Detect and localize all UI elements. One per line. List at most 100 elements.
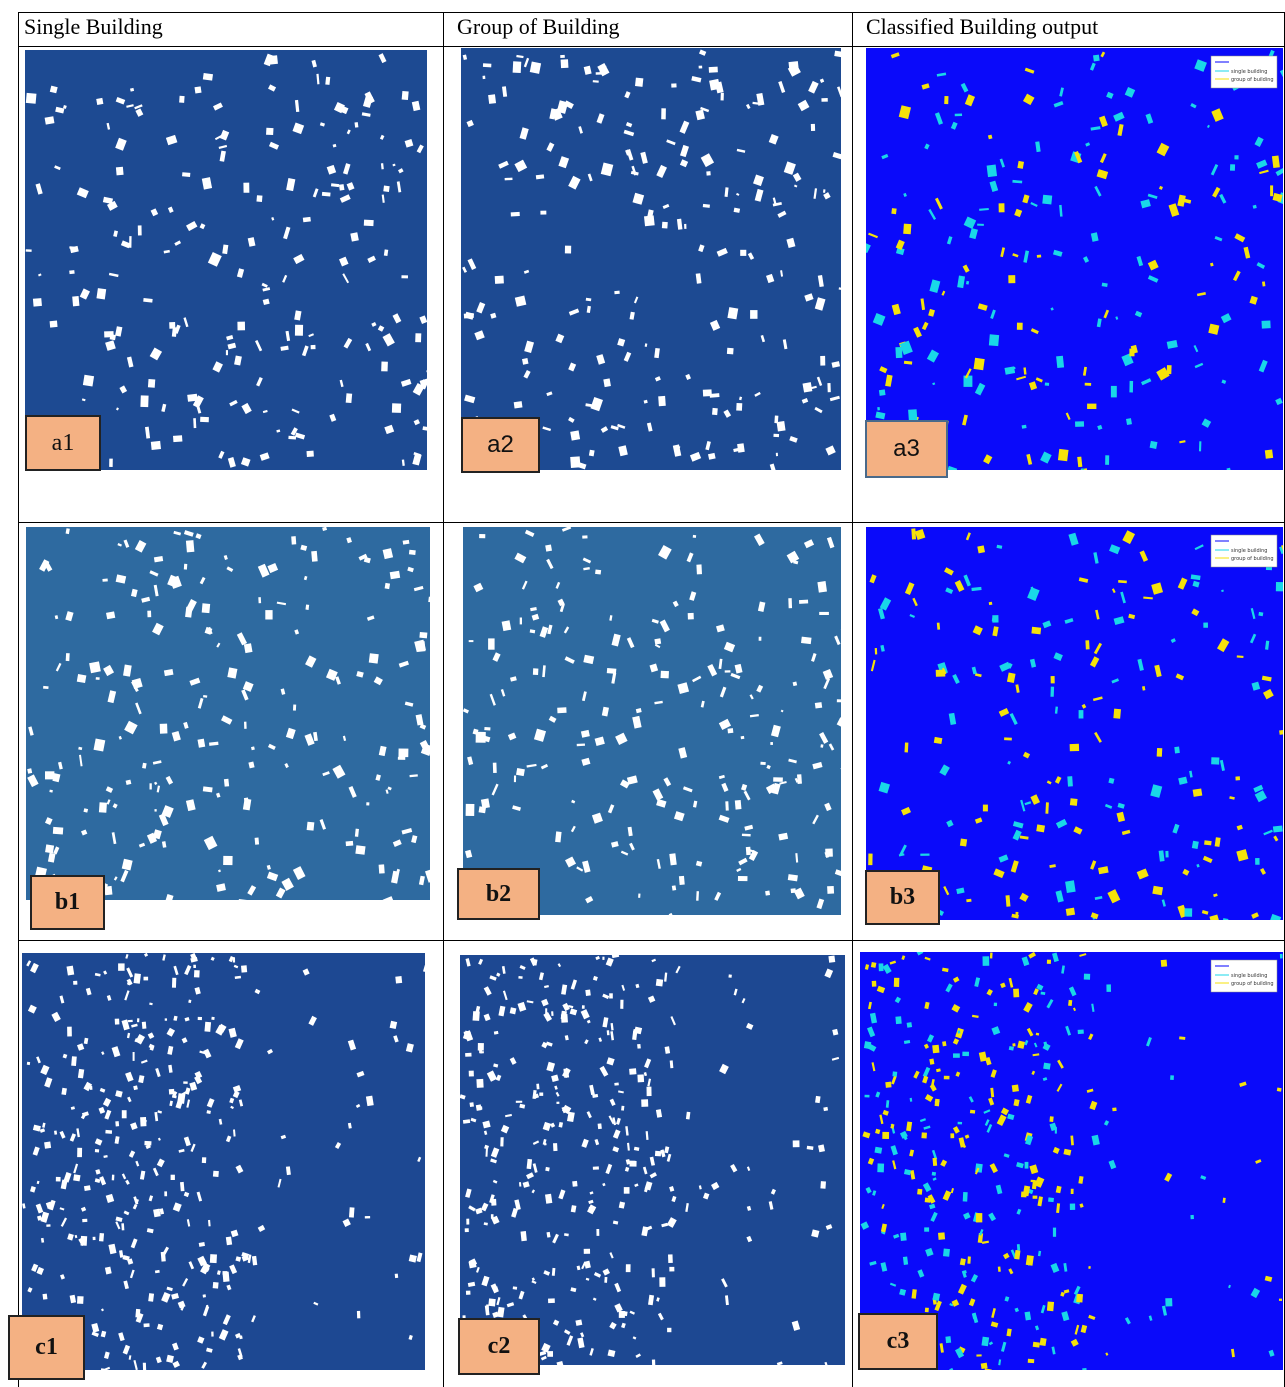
building-patch	[879, 963, 884, 971]
building-map	[25, 50, 427, 470]
building-patch	[977, 224, 984, 226]
building-patch	[823, 1107, 828, 1111]
building-patch	[596, 1229, 599, 1236]
building-patch	[213, 1171, 219, 1177]
building-patch	[102, 579, 107, 582]
panel-label: c3	[858, 1313, 938, 1370]
building-patch	[470, 1102, 474, 1107]
building-patch	[1068, 1000, 1072, 1006]
building-patch	[894, 978, 900, 987]
building-patch	[1174, 747, 1180, 754]
map-background	[463, 527, 841, 915]
building-patch	[944, 96, 948, 104]
building-patch	[777, 421, 786, 431]
building-patch	[383, 186, 389, 192]
building-patch	[66, 653, 70, 661]
building-patch	[652, 1268, 655, 1277]
building-patch	[547, 1351, 553, 1357]
building-patch	[970, 1110, 975, 1114]
building-patch	[1129, 349, 1134, 357]
building-patch	[1015, 912, 1018, 915]
building-patch	[1113, 709, 1121, 719]
building-patch	[709, 79, 720, 91]
building-patch	[626, 1264, 631, 1272]
building-patch	[925, 1308, 929, 1313]
building-patch	[604, 1277, 607, 1283]
building-patch	[1047, 1302, 1054, 1312]
building-patch	[750, 310, 757, 319]
building-patch	[223, 856, 232, 865]
building-patch	[815, 702, 822, 708]
building-patch	[369, 653, 379, 663]
building-patch	[877, 1163, 884, 1172]
building-patch	[96, 98, 103, 105]
building-patch	[530, 62, 541, 74]
building-patch	[958, 1030, 961, 1033]
building-patch	[932, 1172, 936, 1176]
building-patch	[1258, 612, 1263, 616]
building-patch	[505, 178, 513, 181]
building-patch	[26, 93, 37, 104]
building-patch	[696, 891, 699, 901]
building-patch	[1129, 381, 1133, 393]
building-patch	[398, 757, 405, 760]
building-patch	[963, 1192, 968, 1202]
building-patch	[637, 1044, 641, 1049]
building-map: single buildinggroup of building	[866, 527, 1283, 920]
building-patch	[491, 1214, 494, 1219]
building-patch	[879, 389, 886, 395]
building-patch	[402, 91, 409, 100]
building-patch	[1165, 851, 1168, 858]
building-patch	[1085, 640, 1089, 649]
building-patch	[622, 1311, 627, 1316]
building-patch	[990, 953, 993, 959]
building-patch	[938, 1232, 945, 1240]
building-patch	[819, 612, 829, 615]
building-patch	[469, 1260, 477, 1268]
map-background	[26, 527, 430, 900]
building-patch	[1157, 748, 1163, 757]
building-map	[22, 953, 425, 1370]
building-patch	[1230, 164, 1235, 171]
building-patch	[77, 1148, 82, 1157]
building-patch	[1152, 886, 1163, 896]
building-patch	[974, 358, 985, 370]
building-patch	[1008, 275, 1015, 283]
building-patch	[379, 864, 385, 873]
building-patch	[43, 1294, 48, 1300]
building-patch	[994, 1003, 997, 1007]
building-patch	[243, 183, 249, 193]
building-patch	[483, 76, 486, 79]
building-patch	[654, 638, 661, 644]
building-patch	[45, 771, 54, 779]
building-patch	[1211, 757, 1219, 764]
building-patch	[911, 528, 916, 539]
building-patch	[395, 976, 402, 983]
building-patch	[1112, 1107, 1116, 1111]
building-patch	[401, 275, 408, 278]
building-patch	[536, 1084, 539, 1090]
building-patch	[1106, 984, 1111, 991]
legend-label: single building	[1231, 548, 1267, 554]
building-patch	[211, 1332, 213, 1337]
building-patch	[635, 78, 643, 87]
building-patch	[740, 250, 746, 256]
building-patch	[1017, 1244, 1020, 1250]
building-patch	[1170, 1075, 1174, 1080]
building-patch	[26, 249, 32, 252]
building-patch	[1255, 858, 1260, 865]
building-patch	[820, 356, 825, 366]
building-patch	[50, 321, 58, 328]
building-patch	[803, 382, 813, 392]
building-patch	[882, 1132, 889, 1139]
building-patch	[1048, 1197, 1054, 1202]
building-patch	[693, 535, 696, 538]
building-patch	[288, 436, 296, 440]
building-patch	[1265, 449, 1273, 458]
building-patch	[827, 886, 834, 894]
building-patch	[121, 1223, 124, 1230]
building-patch	[799, 600, 808, 604]
building-patch	[900, 1232, 907, 1240]
building-patch	[179, 96, 184, 103]
building-patch	[1036, 824, 1045, 832]
